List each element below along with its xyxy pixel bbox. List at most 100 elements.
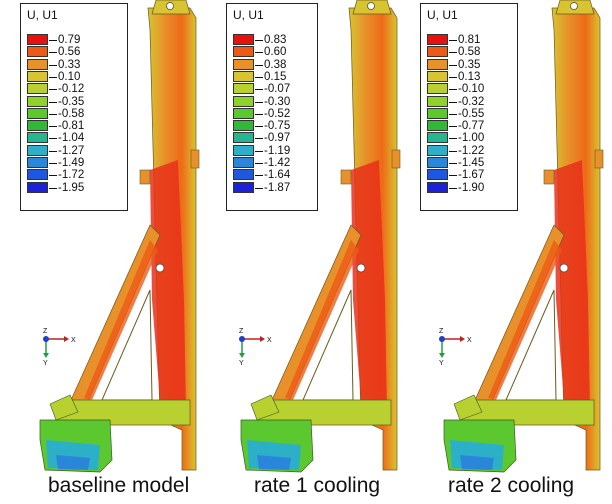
brace-hot-zone <box>285 240 359 400</box>
column-hole <box>356 263 366 273</box>
legend-value: -0.10 <box>458 83 485 96</box>
legend-value: 0.13 <box>458 70 481 83</box>
legend-value: -1.42 <box>264 157 291 169</box>
z-axis-dot <box>439 336 445 342</box>
legend-value: -1.00 <box>458 132 485 145</box>
panel-rate-1: U, U1 0.83 0.60 0.38 0.15 -0.07 -0.30 -0.52 -0.… <box>204 0 408 504</box>
column-bracket <box>543 169 555 185</box>
legend-swatch <box>427 169 448 181</box>
legend-swatch <box>427 58 448 70</box>
fea-part <box>240 0 401 473</box>
lug-hole <box>570 2 578 10</box>
legend-swatch <box>233 120 254 132</box>
lug-hole <box>367 2 375 10</box>
legend-title: U, U1 <box>427 8 458 22</box>
legend-swatch <box>233 83 254 95</box>
legend-tick <box>449 150 457 152</box>
legend-value: -0.30 <box>264 95 291 108</box>
legend-tick <box>49 138 57 140</box>
legend-swatch <box>27 132 48 144</box>
fea-contour-plot <box>39 0 200 473</box>
fea-contour-plot <box>443 0 604 473</box>
legend-tick <box>255 101 263 103</box>
legend-swatch <box>233 34 254 45</box>
legend-value: 0.56 <box>58 46 81 59</box>
contour-legend: U, U1 0.79 0.56 0.33 0.10 -0.12 -0.35 -0.58 -0.… <box>20 3 128 211</box>
axis-triad: X Y Z <box>236 325 286 367</box>
legend-value: -0.55 <box>458 107 485 120</box>
legend-swatch <box>427 107 448 119</box>
legend-swatch <box>427 34 448 45</box>
legend-tick <box>449 76 457 78</box>
legend-value: 0.81 <box>458 34 481 46</box>
legend-value: -1.90 <box>458 181 485 194</box>
legend-value: -0.32 <box>458 95 485 108</box>
legend-value: -1.49 <box>58 157 85 169</box>
legend-tick <box>255 40 263 41</box>
x-axis-head <box>64 336 69 342</box>
legend-value: -1.45 <box>458 157 485 169</box>
y-axis-head <box>43 353 49 358</box>
triad-graphic: X Y Z <box>439 328 472 367</box>
column-hole <box>559 263 569 273</box>
legend-title: U, U1 <box>233 8 264 22</box>
legend-tick <box>255 163 263 164</box>
legend-swatch <box>233 132 254 144</box>
legend-tick <box>449 175 457 177</box>
legend-tick <box>255 113 263 115</box>
legend-swatch <box>27 169 48 181</box>
brace-hot-zone <box>84 240 158 400</box>
legend-swatch <box>27 107 48 119</box>
legend-swatch <box>27 181 48 193</box>
legend-value: -1.72 <box>58 169 85 182</box>
base-min-zone <box>460 455 494 470</box>
legend-tick <box>49 76 57 78</box>
high-displacement-zone <box>351 160 387 410</box>
legend-value: -0.35 <box>58 95 85 108</box>
legend-tick <box>449 101 457 103</box>
triad-graphic: X Y Z <box>43 328 76 367</box>
legend-title: U, U1 <box>27 8 58 22</box>
legend-tick <box>49 89 57 91</box>
panel-rate-2: U, U1 0.81 0.58 0.35 0.13 -0.10 -0.32 -0.55 -0.… <box>408 0 612 504</box>
triad-graphic: X Y Z <box>239 328 272 367</box>
legend-value: 0.15 <box>264 70 287 83</box>
y-axis-head <box>239 353 245 358</box>
legend-value: 0.33 <box>58 58 81 71</box>
high-displacement-zone <box>554 160 590 410</box>
legend-swatch <box>27 144 48 156</box>
column-bracket <box>391 149 401 169</box>
legend-value: -1.67 <box>458 169 485 182</box>
fea-part <box>443 0 604 473</box>
x-axis-head <box>460 336 465 342</box>
legend-value: -1.87 <box>264 181 291 194</box>
legend-swatch <box>427 181 448 193</box>
z-axis-label: Z <box>239 328 244 335</box>
legend-value: -0.97 <box>264 132 291 145</box>
legend-tick <box>449 187 457 189</box>
legend-tick <box>449 126 457 128</box>
side-lug <box>453 394 483 421</box>
legend-tick <box>49 64 57 66</box>
legend-swatch <box>233 95 254 107</box>
legend-tick <box>49 163 57 164</box>
legend-swatch <box>27 34 48 45</box>
z-axis-dot <box>43 336 49 342</box>
legend-swatch <box>427 132 448 144</box>
fea-contour-plot <box>240 0 401 473</box>
legend-swatch <box>27 120 48 132</box>
legend-swatch <box>427 157 448 168</box>
x-axis-label: X <box>267 337 272 344</box>
z-axis-dot <box>239 336 245 342</box>
column-hole <box>155 263 165 273</box>
panel-baseline: U, U1 0.79 0.56 0.33 0.10 -0.12 -0.35 -0.58 -0.… <box>0 0 204 504</box>
legend-value: -1.95 <box>58 181 85 194</box>
legend-tick <box>255 76 263 78</box>
legend-swatch <box>233 58 254 70</box>
legend-value: -1.19 <box>264 144 291 157</box>
column-bracket <box>139 169 151 185</box>
legend-swatch <box>233 157 254 168</box>
legend-tick <box>449 163 457 164</box>
legend-tick <box>49 175 57 177</box>
legend-swatch <box>27 157 48 168</box>
